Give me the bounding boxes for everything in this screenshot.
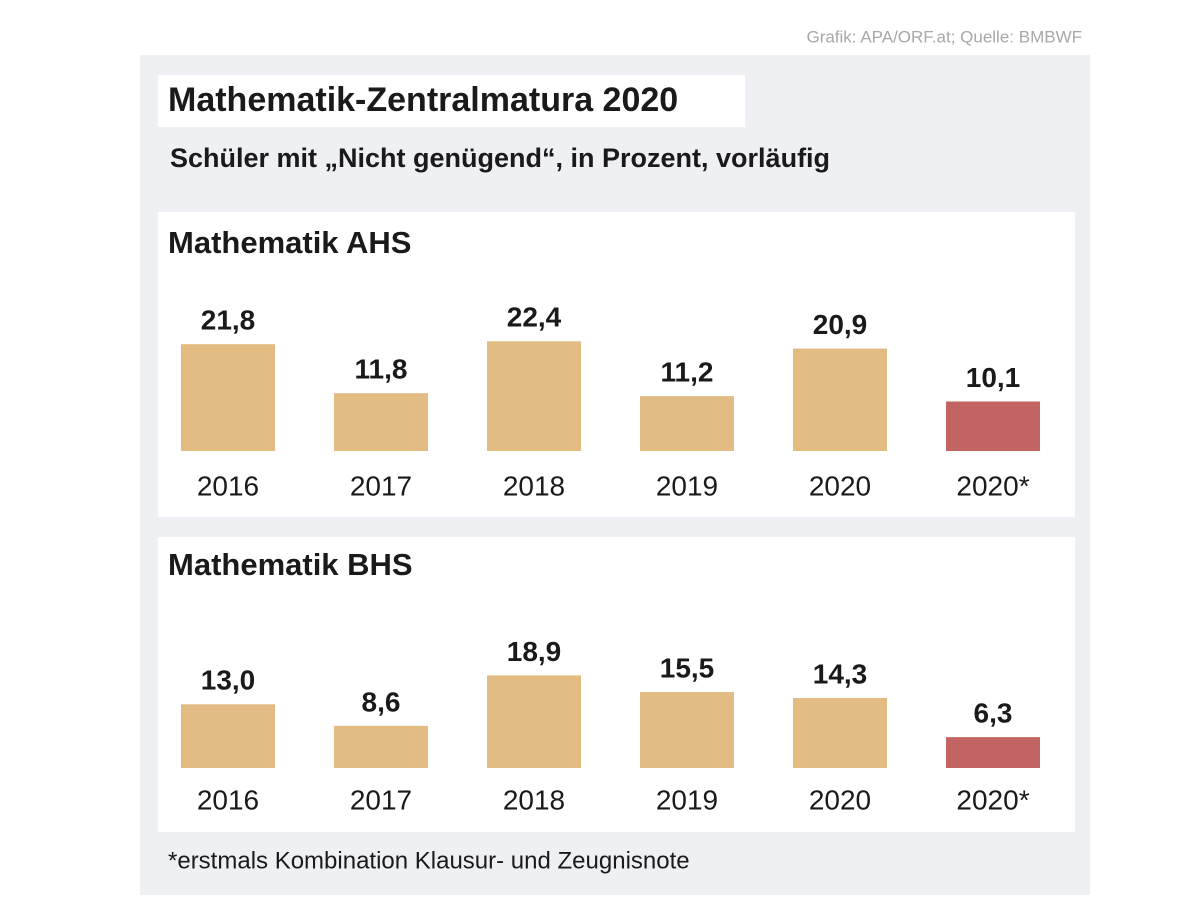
value-label: 20,9 [813,309,868,340]
bar [946,737,1040,768]
value-label: 21,8 [201,305,256,336]
bar [334,725,428,768]
chart-title: Mathematik BHS [168,547,413,582]
bar [181,704,275,768]
bar [640,692,734,768]
x-tick-label: 2016 [197,470,259,501]
x-tick-label: 2018 [503,470,565,501]
bar [487,675,581,768]
chart-panel [158,212,1075,517]
bar [946,401,1040,451]
bar [793,348,887,451]
x-tick-label: 2020* [956,784,1029,815]
bar [334,393,428,451]
value-label: 6,3 [974,698,1013,729]
chart-title: Mathematik AHS [168,225,411,260]
bar [487,341,581,451]
value-label: 11,2 [661,357,714,388]
title-box [158,75,745,127]
chart-panel [158,537,1075,832]
value-label: 22,4 [507,302,562,333]
x-tick-label: 2017 [350,784,412,815]
x-tick-label: 2016 [197,784,259,815]
value-label: 11,8 [355,354,408,385]
footnote: *erstmals Kombination Klausur- und Zeugn… [168,847,690,874]
x-tick-label: 2019 [656,470,718,501]
bar [793,697,887,768]
x-tick-label: 2020* [956,470,1029,501]
x-tick-label: 2020 [809,784,871,815]
x-tick-label: 2020 [809,470,871,501]
value-label: 13,0 [201,665,256,696]
value-label: 8,6 [362,686,401,717]
subtitle: Schüler mit „Nicht genügend“, in Prozent… [170,143,830,173]
bar [181,344,275,451]
title: Mathematik-Zentralmatura 2020 [168,81,678,119]
value-label: 10,1 [966,362,1021,393]
source: Grafik: APA/ORF.at; Quelle: BMBWF [806,27,1082,46]
x-tick-label: 2018 [503,784,565,815]
x-tick-label: 2017 [350,470,412,501]
value-label: 14,3 [813,658,868,689]
bar [640,396,734,451]
x-tick-label: 2019 [656,784,718,815]
value-label: 18,9 [507,636,562,667]
value-label: 15,5 [660,652,715,683]
